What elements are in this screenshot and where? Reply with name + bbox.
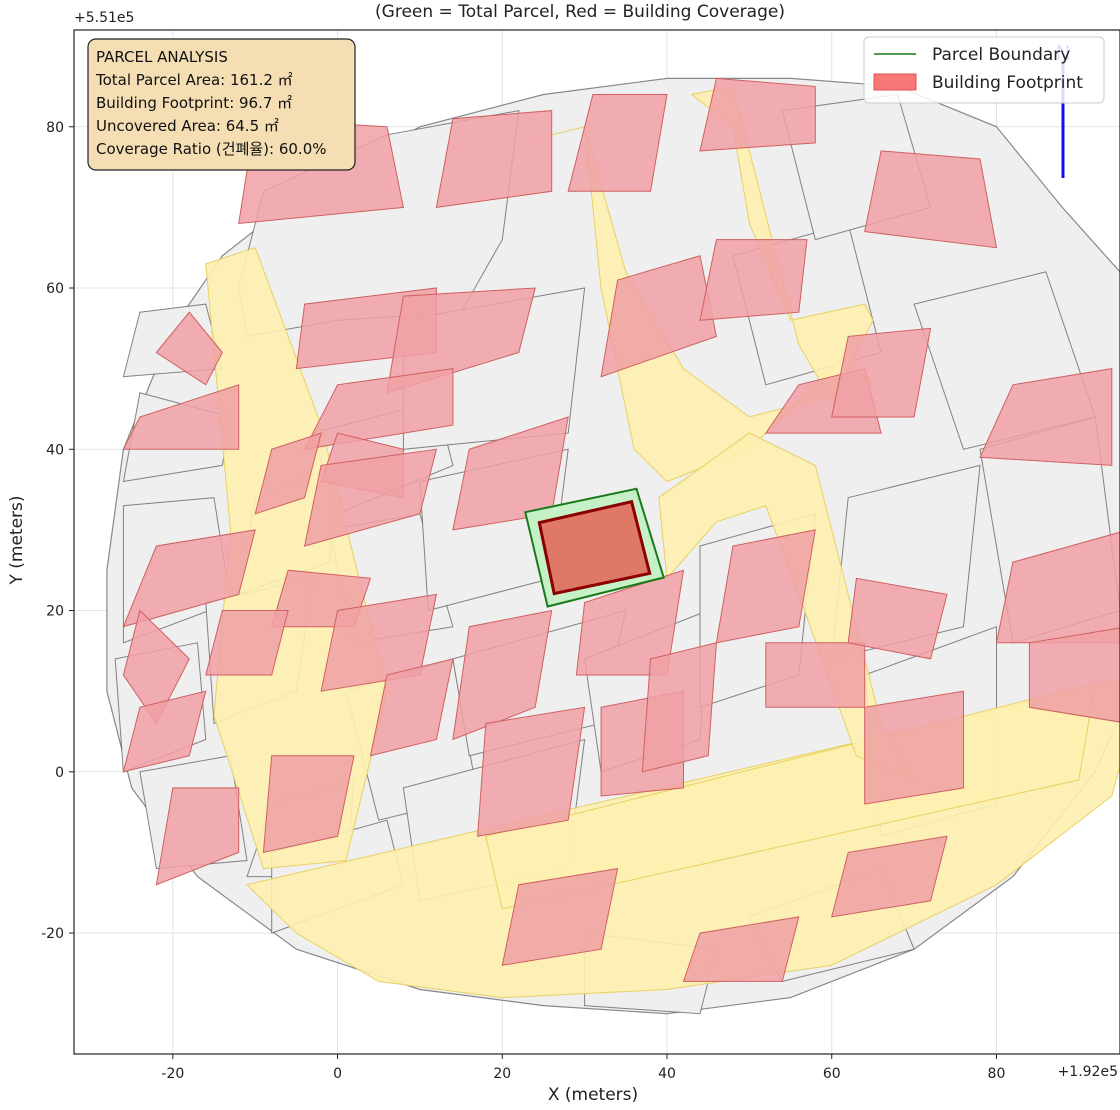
y-offset-label: +5.51e5 bbox=[74, 10, 134, 26]
building-footprint bbox=[641, 642, 717, 773]
building-footprint bbox=[864, 150, 998, 249]
building-footprint bbox=[699, 239, 808, 321]
building-footprint bbox=[847, 577, 948, 660]
building-footprint bbox=[155, 787, 240, 886]
building-footprint bbox=[122, 690, 207, 773]
info-line-coverage: Coverage Ratio (건폐율): 60.0% bbox=[96, 140, 327, 158]
building-footprint bbox=[122, 529, 256, 628]
building-footprint bbox=[262, 755, 355, 854]
info-box-background bbox=[87, 38, 356, 171]
legend-label-parcel-boundary: Parcel Boundary bbox=[932, 45, 1070, 65]
info-line-footprint: Building Footprint: 96.7 ㎡ bbox=[96, 94, 292, 112]
x-tick-label: 60 bbox=[823, 1066, 841, 1082]
y-tick-label: 80 bbox=[46, 120, 64, 136]
building-footprint bbox=[477, 706, 586, 837]
building-footprint bbox=[864, 690, 964, 805]
building-footprint bbox=[303, 368, 454, 450]
building-footprint bbox=[155, 311, 223, 386]
x-tick-label: 80 bbox=[988, 1066, 1006, 1082]
road bbox=[690, 85, 874, 402]
building-footprint bbox=[831, 327, 932, 418]
building-footprint bbox=[501, 867, 619, 966]
building-footprint bbox=[567, 94, 668, 192]
building-layer bbox=[122, 77, 1120, 982]
building-footprint bbox=[303, 448, 438, 547]
building-footprint bbox=[369, 658, 454, 757]
x-tick-label: 0 bbox=[333, 1066, 342, 1082]
building-footprint bbox=[452, 609, 553, 741]
y-axis-label: Y (meters) bbox=[7, 495, 27, 585]
building-footprint bbox=[699, 77, 816, 152]
chart-title: (Green = Total Parcel, Red = Building Co… bbox=[375, 2, 785, 22]
building-footprint bbox=[122, 384, 240, 450]
x-axis-label: X (meters) bbox=[548, 1085, 638, 1105]
building-footprint bbox=[979, 368, 1113, 466]
axis-ticks: -20 0 20 40 60 80 -20 0 20 40 60 80 bbox=[41, 120, 1005, 1082]
x-tick-label: -20 bbox=[161, 1066, 184, 1082]
x-tick-label: 40 bbox=[658, 1066, 676, 1082]
y-tick-label: 40 bbox=[46, 442, 64, 458]
building-footprint bbox=[1028, 627, 1120, 723]
info-line-total-area: Total Parcel Area: 161.2 ㎡ bbox=[95, 71, 293, 89]
x-tick-label: 20 bbox=[493, 1066, 511, 1082]
building-footprint bbox=[254, 432, 322, 515]
legend-label-building-footprint: Building Footprint bbox=[932, 73, 1083, 93]
building-footprint bbox=[765, 642, 866, 708]
building-footprint bbox=[435, 110, 553, 208]
y-tick-label: 0 bbox=[55, 765, 64, 781]
building-footprint bbox=[452, 416, 569, 531]
building-footprint bbox=[682, 916, 800, 982]
plot-frame bbox=[73, 29, 1120, 1055]
y-tick-label: 60 bbox=[46, 281, 64, 297]
building-footprint bbox=[575, 569, 685, 676]
building-footprint bbox=[600, 255, 717, 378]
plot-area: -20 0 20 40 60 80 -20 0 20 40 60 80 bbox=[41, 29, 1120, 1082]
legend: Parcel Boundary Building Footprint bbox=[863, 36, 1105, 104]
parcel-layer bbox=[524, 487, 665, 608]
building-footprint bbox=[205, 610, 289, 676]
target-building-footprint bbox=[537, 499, 652, 596]
legend-frame bbox=[863, 36, 1105, 104]
x-offset-label: +1.92e5 bbox=[1058, 1064, 1118, 1080]
building-footprint bbox=[386, 287, 536, 394]
info-line-uncovered: Uncovered Area: 64.5 ㎡ bbox=[96, 117, 279, 135]
legend-marker-building-footprint bbox=[873, 73, 917, 91]
y-tick-label: -20 bbox=[41, 926, 64, 942]
parcel-analysis-box: PARCEL ANALYSIS Total Parcel Area: 161.2… bbox=[87, 38, 356, 171]
building-footprint bbox=[715, 529, 816, 644]
info-line-title: PARCEL ANALYSIS bbox=[96, 48, 228, 66]
y-tick-label: 20 bbox=[46, 604, 64, 620]
building-footprint bbox=[831, 835, 948, 918]
